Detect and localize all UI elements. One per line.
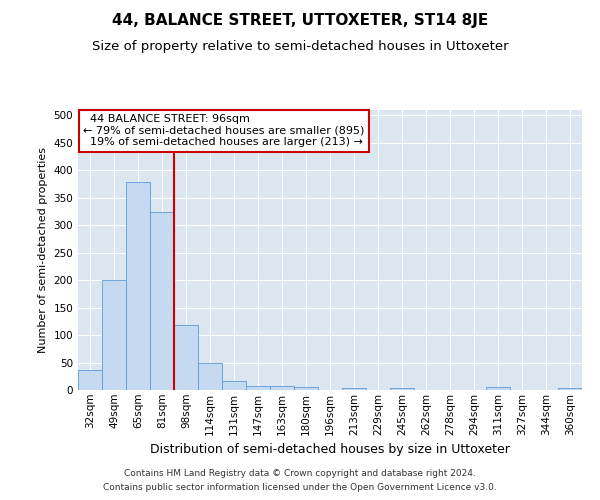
X-axis label: Distribution of semi-detached houses by size in Uttoxeter: Distribution of semi-detached houses by …	[150, 443, 510, 456]
Bar	[222, 381, 246, 390]
Y-axis label: Number of semi-detached properties: Number of semi-detached properties	[38, 147, 48, 353]
Bar	[390, 388, 414, 390]
Bar	[342, 388, 366, 390]
Bar	[486, 388, 510, 390]
Bar	[150, 212, 174, 390]
Bar	[174, 325, 198, 390]
Bar	[102, 280, 126, 390]
Text: Contains public sector information licensed under the Open Government Licence v3: Contains public sector information licen…	[103, 484, 497, 492]
Bar	[558, 388, 582, 390]
Text: 44 BALANCE STREET: 96sqm
← 79% of semi-detached houses are smaller (895)
  19% o: 44 BALANCE STREET: 96sqm ← 79% of semi-d…	[83, 114, 364, 148]
Bar	[294, 388, 318, 390]
Text: Contains HM Land Registry data © Crown copyright and database right 2024.: Contains HM Land Registry data © Crown c…	[124, 468, 476, 477]
Bar	[246, 386, 270, 390]
Text: 44, BALANCE STREET, UTTOXETER, ST14 8JE: 44, BALANCE STREET, UTTOXETER, ST14 8JE	[112, 12, 488, 28]
Bar	[270, 386, 294, 390]
Bar	[78, 370, 102, 390]
Bar	[126, 182, 150, 390]
Bar	[198, 362, 222, 390]
Text: Size of property relative to semi-detached houses in Uttoxeter: Size of property relative to semi-detach…	[92, 40, 508, 53]
